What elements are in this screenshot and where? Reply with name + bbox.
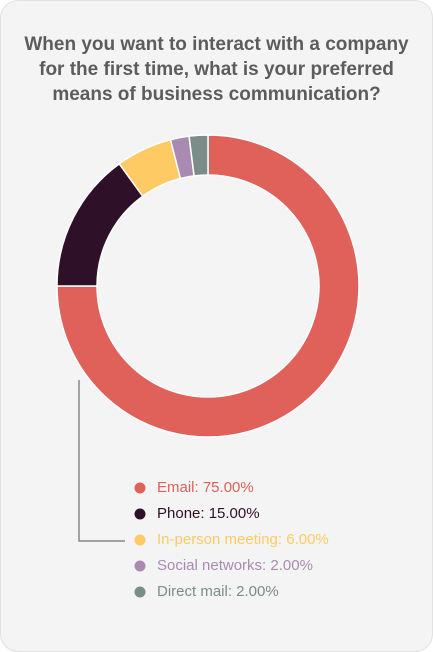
slice <box>56 162 144 287</box>
slice <box>188 134 209 177</box>
legend-swatch <box>134 508 146 520</box>
legend-label: Phone: 15.00% <box>157 505 260 522</box>
legend-label: Social networks: 2.00% <box>157 557 313 574</box>
legend-swatch <box>134 482 146 494</box>
legend-label: Email: 75.00% <box>157 479 254 496</box>
leader-line <box>78 380 125 542</box>
chart-title: When you want to interact with a company… <box>24 34 409 105</box>
legend-swatch <box>134 534 146 546</box>
legend-swatch <box>134 586 146 598</box>
legend-label: Direct mail: 2.00% <box>157 583 279 600</box>
slice <box>56 134 360 438</box>
legend-label: In-person meeting: 6.00% <box>157 531 329 548</box>
legend-swatch <box>134 560 146 572</box>
